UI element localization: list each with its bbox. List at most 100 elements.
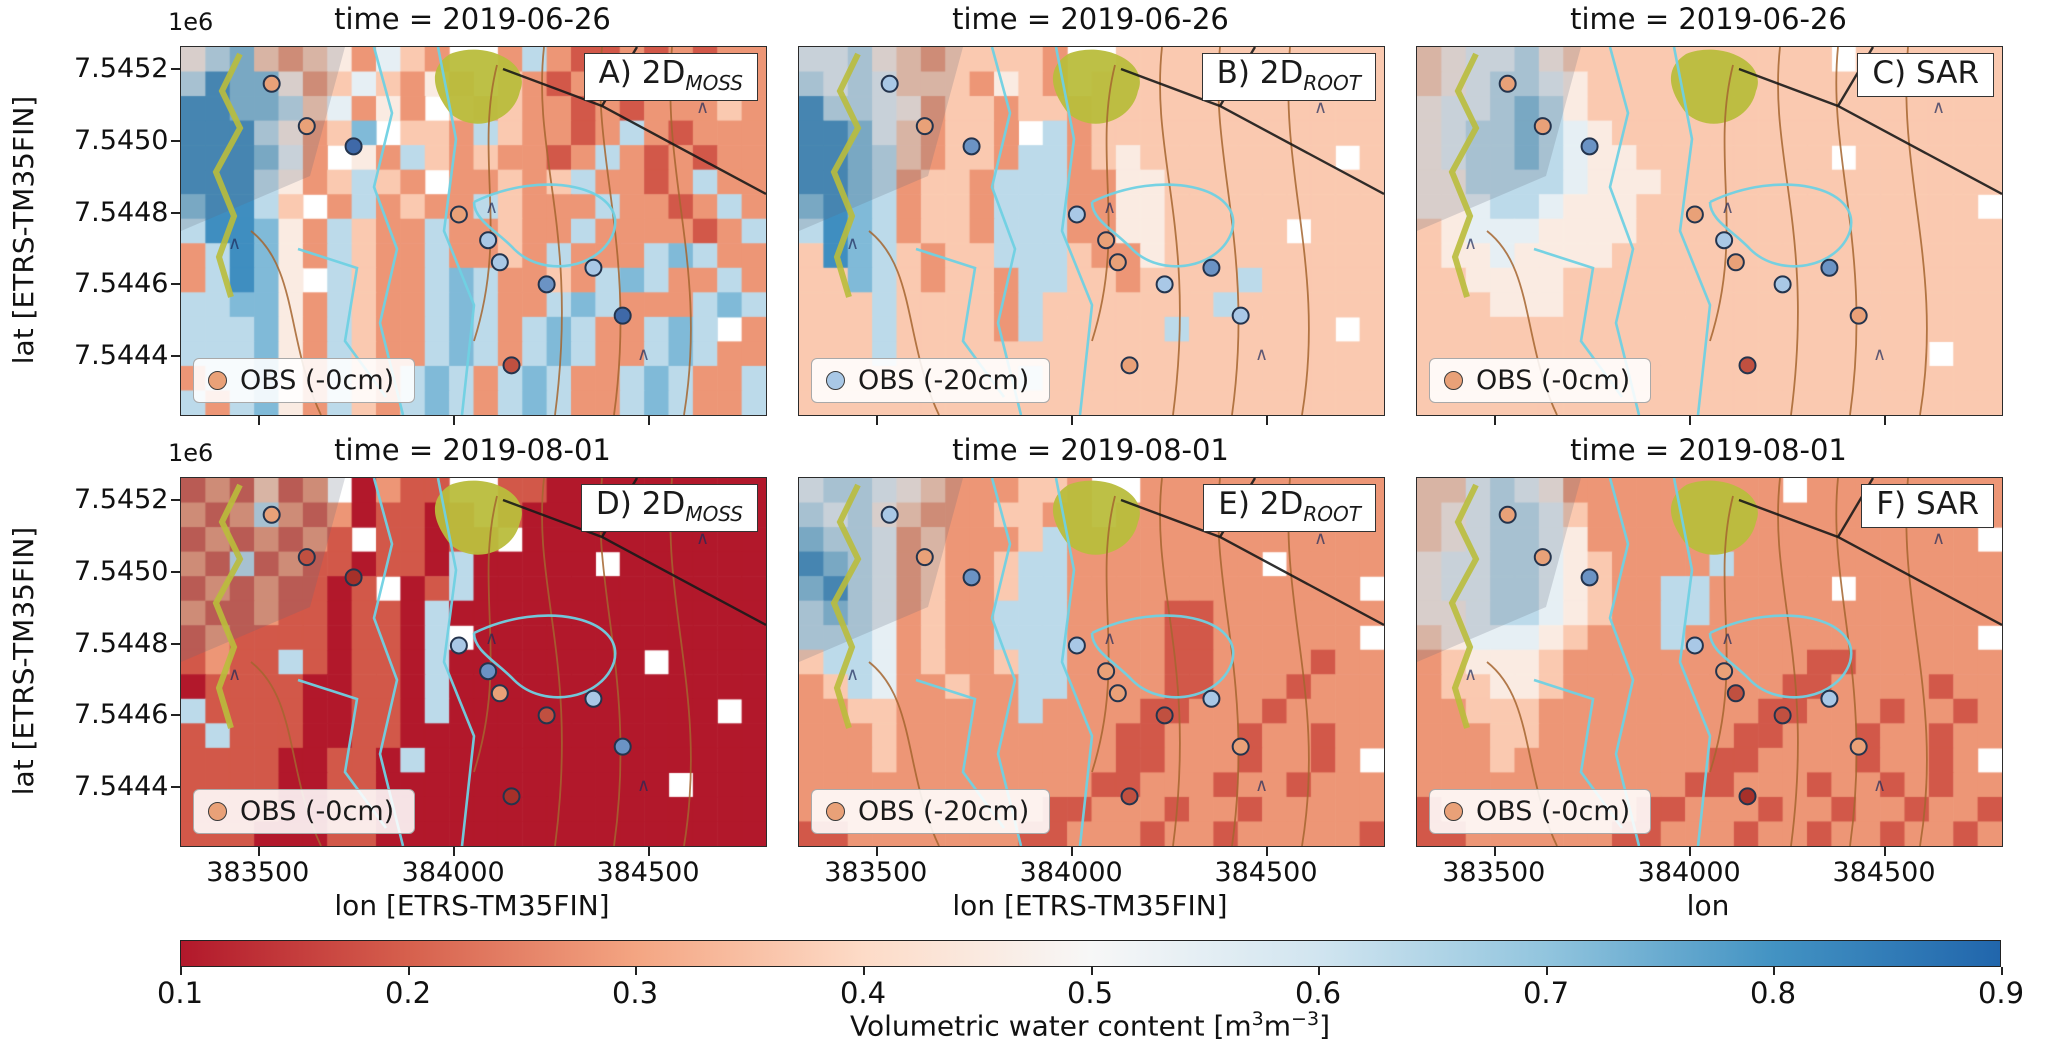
stream-line xyxy=(436,47,476,415)
colorbar-tick-label: 0.5 xyxy=(1066,976,1114,1010)
panel-label-subscript: MOSS xyxy=(685,502,743,527)
obs-point xyxy=(479,231,498,250)
stream-line xyxy=(372,478,405,846)
obs-point xyxy=(262,505,281,524)
terrain-mark: ∧ xyxy=(1873,775,1886,796)
obs-point xyxy=(537,275,556,294)
terrain-mark: ∧ xyxy=(228,664,241,685)
x-tick-label: 383500 xyxy=(824,857,928,888)
colorbar-tick-mark xyxy=(1090,967,1093,975)
panel-a: time = 2019-06-26 ∧ ∧ ∧ ∧ A) 2DMOSS OBS (-0cm) xyxy=(180,2,767,416)
obs-point xyxy=(1202,258,1221,277)
hillshade-overlay xyxy=(799,47,963,231)
x-tick-mark xyxy=(1266,416,1268,425)
plot-area: ∧ ∧ ∧ ∧ xyxy=(180,477,767,847)
panel-e: time = 2019-08-01 ∧ ∧ ∧ ∧ E) 2DROOT OBS (-20cm… xyxy=(798,433,1385,847)
contour-line xyxy=(1159,478,1181,846)
obs-point xyxy=(1738,787,1757,806)
hillshade-overlay xyxy=(799,478,963,662)
stream-line xyxy=(1054,478,1094,846)
stream-line xyxy=(472,183,617,268)
obs-point xyxy=(1202,689,1221,708)
map-overlay: ∧ ∧ ∧ ∧ xyxy=(1417,47,2002,415)
terrain-mark: ∧ xyxy=(485,628,498,649)
contour-line xyxy=(1287,47,1310,415)
panel-d: time = 2019-08-01 ∧ ∧ ∧ ∧ D) 2DMOSS OBS (-0cm) xyxy=(180,433,767,847)
vegetation-streak xyxy=(212,52,244,298)
terrain-mark: ∧ xyxy=(1932,528,1945,549)
y-tick-label: 7.5446 xyxy=(74,699,169,731)
obs-point xyxy=(1773,706,1792,725)
x-axis-label-col3: lon xyxy=(1686,889,1730,922)
colorbar-tick-label: 0.9 xyxy=(1977,976,2025,1010)
y-tick-label: 7.5450 xyxy=(74,124,169,156)
x-tick-label: 383500 xyxy=(206,857,310,888)
colorbar-tick-label: 0.7 xyxy=(1522,976,1570,1010)
panel-label-text: F) SAR xyxy=(1876,486,1979,522)
x-tick-mark xyxy=(648,416,650,425)
stream-line xyxy=(1608,47,1641,415)
terrain-mark: ∧ xyxy=(846,233,859,254)
x-tick-mark xyxy=(875,416,878,425)
x-tick-mark xyxy=(1071,847,1074,856)
panel-label-box: C) SAR xyxy=(1857,53,1994,97)
panel-label-box: F) SAR xyxy=(1861,484,1994,528)
obs-point xyxy=(962,137,981,156)
stream-line xyxy=(1708,183,1853,268)
x-axis-label-col2: lon [ETRS-TM35FIN] xyxy=(952,889,1228,922)
colorbar-tick-label: 0.1 xyxy=(156,976,204,1010)
obs-point xyxy=(1715,662,1734,681)
obs-point xyxy=(1120,356,1139,375)
colorbar-tick-label: 0.6 xyxy=(1294,976,1342,1010)
obs-point xyxy=(1533,548,1552,567)
stream-line xyxy=(1672,478,1712,846)
plot-area: ∧ ∧ ∧ ∧ xyxy=(798,46,1385,416)
panel-label-subscript: ROOT xyxy=(1303,71,1361,96)
panel-label-box: D) 2DMOSS xyxy=(580,484,758,533)
map-overlay: ∧ ∧ ∧ ∧ xyxy=(799,47,1384,415)
stream-line xyxy=(990,47,1023,415)
panel-title: time = 2019-08-01 xyxy=(334,433,611,467)
panel-label-subscript: ROOT xyxy=(1303,502,1361,527)
stream-line xyxy=(372,47,405,415)
y-tick-mark xyxy=(171,211,180,214)
obs-point xyxy=(262,74,281,93)
obs-point xyxy=(344,137,363,156)
panel-title: time = 2019-06-26 xyxy=(1570,2,1847,36)
panel-label-box: B) 2DROOT xyxy=(1201,53,1376,102)
obs-legend-marker-icon xyxy=(1444,802,1463,821)
obs-legend: OBS (-0cm) xyxy=(1429,358,1652,403)
vegetation-patch xyxy=(1052,49,1140,124)
obs-point xyxy=(1580,137,1599,156)
vegetation-patch xyxy=(1052,480,1140,555)
obs-point xyxy=(613,306,632,325)
obs-legend-marker-icon xyxy=(208,802,227,821)
vegetation-patch xyxy=(1670,480,1758,555)
obs-point xyxy=(915,548,934,567)
colorbar-label-sup2: −3 xyxy=(1291,1008,1320,1030)
plot-area: ∧ ∧ ∧ ∧ xyxy=(1416,46,2003,416)
y-tick-mark xyxy=(171,499,180,502)
colorbar-label-post: ] xyxy=(1319,1009,1330,1043)
plot-area: ∧ ∧ ∧ ∧ xyxy=(798,477,1385,847)
y-tick-label: 7.5450 xyxy=(74,555,169,587)
colorbar-tick-label: 0.3 xyxy=(611,976,659,1010)
y-tick-label: 7.5448 xyxy=(74,627,169,659)
x-tick-label: 384000 xyxy=(1637,857,1741,888)
obs-legend-label: OBS (-0cm) xyxy=(240,365,395,396)
panel-f: time = 2019-08-01 ∧ ∧ ∧ ∧ F) SAR OBS (-0cm) xyxy=(1416,433,2003,847)
y-axis-label-row1: lat [ETRS-TM35FIN] xyxy=(7,95,40,365)
obs-point xyxy=(1231,737,1250,756)
panel-title: time = 2019-06-26 xyxy=(334,2,611,36)
colorbar-label-text: Volumetric water content [m xyxy=(849,1009,1252,1043)
stream-line xyxy=(1090,614,1235,699)
colorbar-tick-mark xyxy=(2001,967,2003,975)
x-tick-mark xyxy=(648,847,650,856)
contour-line xyxy=(1287,478,1310,846)
obs-point xyxy=(880,74,899,93)
terrain-mark: ∧ xyxy=(1314,97,1327,118)
contour-line xyxy=(669,478,692,846)
contour-line xyxy=(1777,47,1799,415)
obs-legend-label: OBS (-0cm) xyxy=(1476,796,1631,827)
